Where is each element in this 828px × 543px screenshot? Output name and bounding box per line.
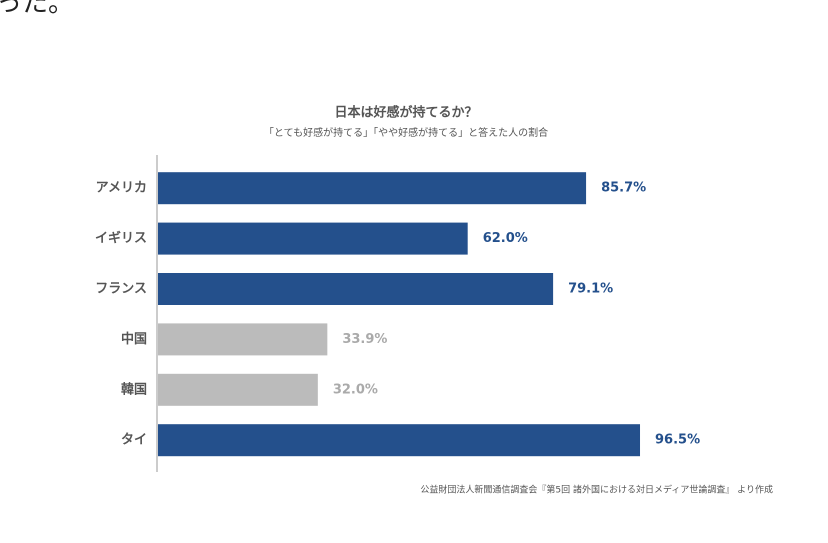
bar [158, 222, 468, 255]
data-label: 33.9% [342, 332, 387, 347]
bar [158, 273, 554, 305]
y-tick-label: 中国 [121, 331, 147, 347]
page-fragment: った。 [0, 0, 74, 19]
bar [158, 323, 328, 356]
bar [158, 424, 641, 457]
bar [158, 172, 587, 205]
data-label: 85.7% [601, 181, 646, 196]
y-tick-label: 韓国 [121, 381, 147, 397]
y-tick-label: タイ [121, 433, 147, 448]
bar [158, 373, 318, 406]
y-tick-label: イギリス [95, 230, 147, 246]
data-label: 79.1% [568, 282, 613, 297]
data-label: 32.0% [333, 382, 378, 397]
data-label: 96.5% [655, 433, 700, 448]
y-tick-label: アメリカ [96, 181, 147, 196]
chart-subtitle: 「とても好感が持てる」「やや好感が持てる」と答えた人の割合 [264, 126, 548, 139]
source-note: 公益財団法人新聞通信調査会『第5回 諸外国における対日メディア世論調査』 より作… [420, 484, 773, 496]
data-label: 62.0% [483, 231, 528, 246]
chart-title: 日本は好感が持てるか？ [334, 105, 477, 121]
y-tick-label: フランス [95, 282, 147, 297]
